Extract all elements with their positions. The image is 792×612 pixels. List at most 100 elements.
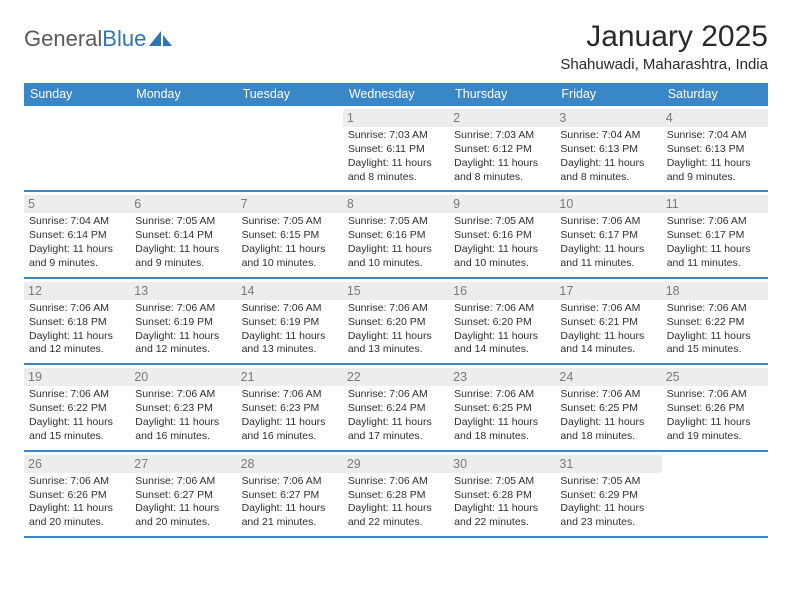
day-number: 19 [24, 368, 130, 386]
day-cell: 21 Sunrise: 7:06 AMSunset: 6:23 PMDayligh… [237, 365, 343, 449]
day-number: 5 [24, 195, 130, 213]
day-details: Sunrise: 7:06 AMSunset: 6:17 PMDaylight:… [560, 215, 656, 270]
day-number: 9 [449, 195, 555, 213]
weekday-cell: Sunday [24, 83, 130, 106]
day-number: 24 [555, 368, 661, 386]
day-cell: 9 Sunrise: 7:05 AMSunset: 6:16 PMDaylight… [449, 192, 555, 276]
day-cell: 28 Sunrise: 7:06 AMSunset: 6:27 PMDayligh… [237, 452, 343, 536]
day-details: Sunrise: 7:04 AMSunset: 6:13 PMDaylight:… [667, 129, 763, 184]
day-details: Sunrise: 7:04 AMSunset: 6:14 PMDaylight:… [29, 215, 125, 270]
day-details: Sunrise: 7:06 AMSunset: 6:27 PMDaylight:… [242, 475, 338, 530]
day-number: 30 [449, 455, 555, 473]
empty-day-cell [130, 106, 236, 190]
day-cell: 14Sunrise: 7:06 AMSunset: 6:19 PMDayligh… [237, 279, 343, 363]
weeks-container: 1Sunrise: 7:03 AMSunset: 6:11 PMDaylight… [24, 106, 768, 538]
day-details: Sunrise: 7:06 AMSunset: 6:23 PMDaylight:… [242, 388, 338, 443]
header-row: GeneralBlue January 2025 Shahuwadi, Maha… [24, 20, 768, 73]
day-cell: 1Sunrise: 7:03 AMSunset: 6:11 PMDaylight… [343, 106, 449, 190]
week-row: 1Sunrise: 7:03 AMSunset: 6:11 PMDaylight… [24, 106, 768, 192]
day-details: Sunrise: 7:04 AMSunset: 6:13 PMDaylight:… [560, 129, 656, 184]
brand-sail-icon [148, 29, 174, 49]
day-details: Sunrise: 7:03 AMSunset: 6:12 PMDaylight:… [454, 129, 550, 184]
location-text: Shahuwadi, Maharashtra, India [560, 56, 768, 73]
day-details: Sunrise: 7:06 AMSunset: 6:27 PMDaylight:… [135, 475, 231, 530]
empty-day-cell [237, 106, 343, 190]
title-block: January 2025 Shahuwadi, Maharashtra, Ind… [560, 20, 768, 73]
day-details: Sunrise: 7:06 AMSunset: 6:18 PMDaylight:… [29, 302, 125, 357]
day-cell: 19 Sunrise: 7:06 AMSunset: 6:22 PMDayligh… [24, 365, 130, 449]
day-details: Sunrise: 7:05 AMSunset: 6:28 PMDaylight:… [454, 475, 550, 530]
day-details: Sunrise: 7:06 AMSunset: 6:23 PMDaylight:… [135, 388, 231, 443]
day-cell: 27 Sunrise: 7:06 AMSunset: 6:27 PMDayligh… [130, 452, 236, 536]
weekday-header-row: SundayMondayTuesdayWednesdayThursdayFrid… [24, 83, 768, 106]
brand-logo: GeneralBlue [24, 20, 174, 52]
day-number: 21 [237, 368, 343, 386]
weekday-cell: Thursday [449, 83, 555, 106]
day-details: Sunrise: 7:05 AMSunset: 6:16 PMDaylight:… [454, 215, 550, 270]
day-number: 28 [237, 455, 343, 473]
day-details: Sunrise: 7:06 AMSunset: 6:22 PMDaylight:… [667, 302, 763, 357]
day-cell: 13Sunrise: 7:06 AMSunset: 6:19 PMDayligh… [130, 279, 236, 363]
empty-day-cell [24, 106, 130, 190]
day-cell: 22Sunrise: 7:06 AMSunset: 6:24 PMDayligh… [343, 365, 449, 449]
day-number: 3 [555, 109, 661, 127]
day-cell: 18Sunrise: 7:06 AMSunset: 6:22 PMDayligh… [662, 279, 768, 363]
day-number: 27 [130, 455, 236, 473]
empty-day-cell [662, 452, 768, 536]
day-cell: 17Sunrise: 7:06 AMSunset: 6:21 PMDayligh… [555, 279, 661, 363]
day-cell: 29 Sunrise: 7:06 AMSunset: 6:28 PMDayligh… [343, 452, 449, 536]
week-row: 5 Sunrise: 7:04 AMSunset: 6:14 PMDaylight… [24, 192, 768, 278]
day-cell: 6 Sunrise: 7:05 AMSunset: 6:14 PMDaylight… [130, 192, 236, 276]
day-number: 12 [24, 282, 130, 300]
weekday-cell: Monday [130, 83, 236, 106]
day-details: Sunrise: 7:06 AMSunset: 6:26 PMDaylight:… [667, 388, 763, 443]
day-details: Sunrise: 7:06 AMSunset: 6:28 PMDaylight:… [348, 475, 444, 530]
day-number: 29 [343, 455, 449, 473]
day-cell: 11Sunrise: 7:06 AMSunset: 6:17 PMDayligh… [662, 192, 768, 276]
day-cell: 8Sunrise: 7:05 AMSunset: 6:16 PMDaylight… [343, 192, 449, 276]
day-number: 10 [555, 195, 661, 213]
day-details: Sunrise: 7:03 AMSunset: 6:11 PMDaylight:… [348, 129, 444, 184]
day-details: Sunrise: 7:05 AMSunset: 6:16 PMDaylight:… [348, 215, 444, 270]
day-number: 20 [130, 368, 236, 386]
day-number: 6 [130, 195, 236, 213]
day-number: 23 [449, 368, 555, 386]
week-row: 26 Sunrise: 7:06 AMSunset: 6:26 PMDayligh… [24, 452, 768, 538]
day-details: Sunrise: 7:05 AMSunset: 6:14 PMDaylight:… [135, 215, 231, 270]
day-cell: 31 Sunrise: 7:05 AMSunset: 6:29 PMDayligh… [555, 452, 661, 536]
day-details: Sunrise: 7:06 AMSunset: 6:25 PMDaylight:… [454, 388, 550, 443]
day-cell: 16 Sunrise: 7:06 AMSunset: 6:20 PMDayligh… [449, 279, 555, 363]
day-details: Sunrise: 7:06 AMSunset: 6:22 PMDaylight:… [29, 388, 125, 443]
day-cell: 25Sunrise: 7:06 AMSunset: 6:26 PMDayligh… [662, 365, 768, 449]
day-number: 2 [449, 109, 555, 127]
day-details: Sunrise: 7:05 AMSunset: 6:15 PMDaylight:… [242, 215, 338, 270]
day-number: 16 [449, 282, 555, 300]
day-cell: 3 Sunrise: 7:04 AMSunset: 6:13 PMDaylight… [555, 106, 661, 190]
weekday-cell: Saturday [662, 83, 768, 106]
day-number: 15 [343, 282, 449, 300]
day-cell: 30 Sunrise: 7:05 AMSunset: 6:28 PMDayligh… [449, 452, 555, 536]
day-details: Sunrise: 7:06 AMSunset: 6:21 PMDaylight:… [560, 302, 656, 357]
day-number: 22 [343, 368, 449, 386]
day-details: Sunrise: 7:06 AMSunset: 6:19 PMDaylight:… [135, 302, 231, 357]
day-cell: 4Sunrise: 7:04 AMSunset: 6:13 PMDaylight… [662, 106, 768, 190]
day-details: Sunrise: 7:05 AMSunset: 6:29 PMDaylight:… [560, 475, 656, 530]
day-number: 26 [24, 455, 130, 473]
day-details: Sunrise: 7:06 AMSunset: 6:26 PMDaylight:… [29, 475, 125, 530]
month-title: January 2025 [560, 20, 768, 54]
day-cell: 7Sunrise: 7:05 AMSunset: 6:15 PMDaylight… [237, 192, 343, 276]
day-cell: 5 Sunrise: 7:04 AMSunset: 6:14 PMDaylight… [24, 192, 130, 276]
week-row: 12 Sunrise: 7:06 AMSunset: 6:18 PMDayligh… [24, 279, 768, 365]
day-details: Sunrise: 7:06 AMSunset: 6:20 PMDaylight:… [454, 302, 550, 357]
day-cell: 12 Sunrise: 7:06 AMSunset: 6:18 PMDayligh… [24, 279, 130, 363]
day-cell: 10 Sunrise: 7:06 AMSunset: 6:17 PMDayligh… [555, 192, 661, 276]
day-cell: 24 Sunrise: 7:06 AMSunset: 6:25 PMDayligh… [555, 365, 661, 449]
week-row: 19 Sunrise: 7:06 AMSunset: 6:22 PMDayligh… [24, 365, 768, 451]
day-details: Sunrise: 7:06 AMSunset: 6:19 PMDaylight:… [242, 302, 338, 357]
day-number: 31 [555, 455, 661, 473]
weekday-cell: Friday [555, 83, 661, 106]
day-details: Sunrise: 7:06 AMSunset: 6:25 PMDaylight:… [560, 388, 656, 443]
calendar-page: GeneralBlue January 2025 Shahuwadi, Maha… [0, 0, 792, 554]
brand-text-gray: General [24, 26, 102, 51]
day-number: 11 [662, 195, 768, 213]
